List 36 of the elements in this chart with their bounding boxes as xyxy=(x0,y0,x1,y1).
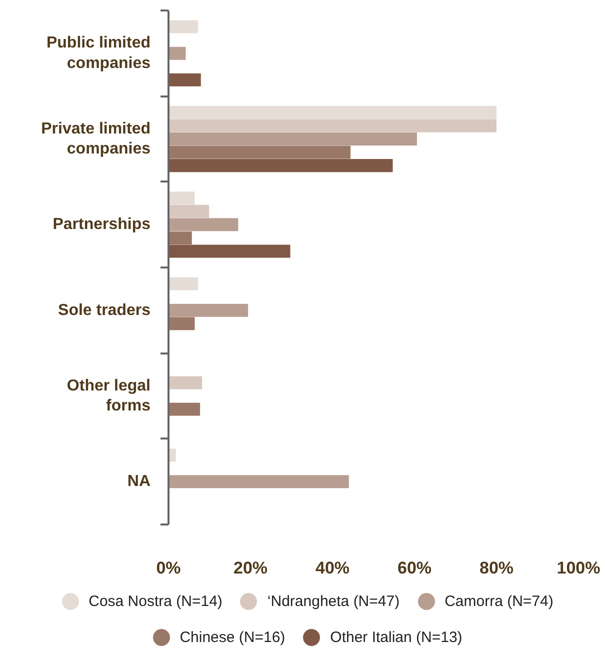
bar xyxy=(168,244,290,258)
bar xyxy=(168,204,210,218)
bar xyxy=(168,46,186,60)
x-tick-label: 40% xyxy=(315,558,350,578)
y-tick-label: NA xyxy=(127,473,151,490)
bar xyxy=(168,475,349,488)
y-tick-label: Public limited companies xyxy=(46,34,151,72)
y-tick-label: Other legal forms xyxy=(66,377,151,415)
bar xyxy=(168,106,496,119)
x-tick-label: 60% xyxy=(397,558,432,578)
bar xyxy=(168,317,195,330)
bar xyxy=(168,277,198,290)
x-tick-label: 0% xyxy=(156,558,181,578)
legend-label: Other Italian (N=13) xyxy=(330,628,462,648)
x-tick-label: 80% xyxy=(479,558,514,578)
bar xyxy=(168,402,200,416)
legend-label: Camorra (N=74) xyxy=(444,592,554,612)
legend-label: Chinese (N=16) xyxy=(180,628,286,648)
y-tick-label: Sole traders xyxy=(58,302,151,319)
x-tick-label: 20% xyxy=(233,558,268,578)
legend-label: Cosa Nostra (N=14) xyxy=(88,592,222,612)
bar xyxy=(168,231,192,244)
bar xyxy=(168,159,393,172)
bar xyxy=(168,132,417,146)
bar xyxy=(168,146,351,159)
y-tick-label: Private limited companies xyxy=(41,120,151,158)
bar xyxy=(168,376,202,390)
bar xyxy=(168,119,496,132)
bar xyxy=(168,192,195,205)
bar xyxy=(168,73,201,86)
y-tick-label: Partnerships xyxy=(52,216,151,234)
bar xyxy=(168,304,248,317)
x-tick-label: 100% xyxy=(556,558,600,578)
bar xyxy=(168,20,198,34)
bar xyxy=(168,218,238,232)
legend-label: ‘Ndrangheta (N=47) xyxy=(267,592,400,612)
